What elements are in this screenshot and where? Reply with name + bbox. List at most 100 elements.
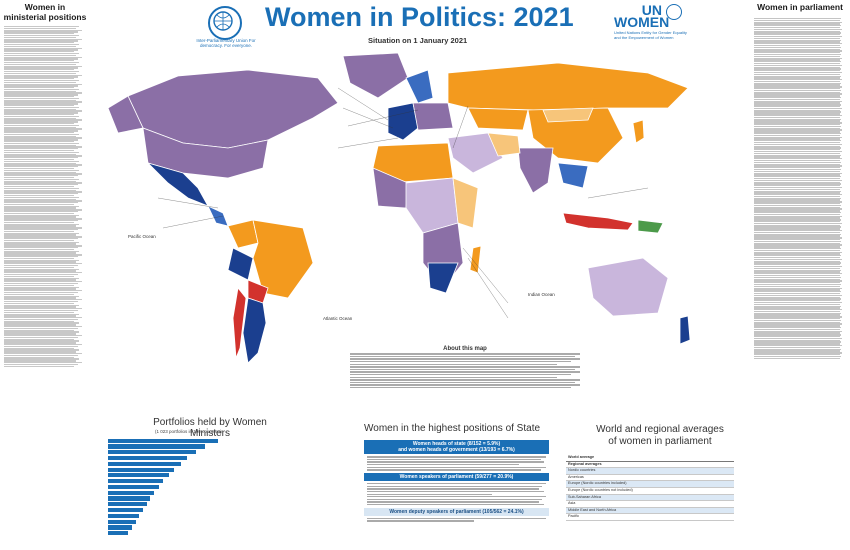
text-line (4, 315, 77, 317)
text-line (754, 221, 840, 223)
text-line (4, 193, 78, 195)
table-row: Pacific (566, 514, 734, 521)
text-line (4, 164, 82, 166)
region-middle-east (447, 132, 504, 174)
text-line (754, 25, 842, 27)
text-line (367, 456, 546, 458)
text-line (754, 208, 843, 210)
text-line (4, 166, 78, 168)
text-line (754, 138, 841, 140)
text-line (754, 34, 840, 36)
left-panel-title-line2: ministerial positions (3, 12, 87, 22)
text-line (754, 230, 843, 232)
text-line (754, 289, 841, 291)
portfolio-bar (108, 455, 188, 461)
text-line (4, 72, 77, 75)
text-line (4, 247, 78, 249)
text-line (754, 258, 843, 261)
text-line (754, 150, 843, 153)
text-line (4, 185, 74, 188)
text-line (4, 320, 74, 322)
text-line (367, 464, 520, 466)
text-line (754, 312, 842, 314)
text-line (4, 114, 74, 116)
text-line (754, 334, 842, 336)
pacific-ocean-label: Pacific Ocean (128, 234, 156, 239)
text-line (754, 62, 840, 65)
left-ministers-panel: Women in ministerial positions (2, 2, 88, 547)
text-line (754, 278, 840, 280)
averages-title-line2: of women in parliament (608, 436, 712, 447)
text-line (4, 214, 80, 216)
text-line (367, 483, 546, 485)
text-line (754, 133, 842, 135)
left-panel-title: Women in ministerial positions (2, 2, 88, 22)
text-line (367, 461, 545, 463)
text-line (754, 319, 842, 322)
portfolio-bar (108, 507, 144, 513)
text-line (4, 333, 77, 335)
text-line (4, 67, 78, 69)
text-line (4, 347, 74, 349)
text-line (754, 354, 841, 356)
portfolio-bar (108, 496, 150, 501)
portfolio-bar (108, 519, 136, 524)
portfolio-bar (108, 490, 155, 495)
text-line (4, 360, 77, 362)
text-line (4, 194, 74, 197)
text-line (754, 84, 840, 86)
text-line (367, 458, 541, 461)
text-line (367, 517, 546, 520)
heads-text (364, 454, 549, 473)
text-line (4, 92, 82, 94)
text-line (754, 262, 842, 264)
text-line (754, 30, 841, 32)
text-line (754, 23, 841, 25)
text-line (4, 90, 77, 92)
portfolio-bar (108, 461, 181, 466)
text-line (4, 356, 74, 358)
text-line (4, 236, 82, 238)
text-line (4, 218, 82, 220)
text-line (754, 210, 841, 212)
text-line (4, 345, 78, 348)
text-line (754, 68, 842, 70)
text-line (4, 110, 82, 112)
text-line (4, 112, 78, 114)
text-line (4, 257, 74, 260)
averages-title-line1: World and regional averages (596, 424, 724, 435)
region-southeast-asia (557, 162, 589, 189)
portfolio-bar (108, 473, 169, 478)
table-row: Europe (Nordic countries included) (566, 481, 734, 488)
text-line (754, 269, 842, 271)
text-line (4, 211, 78, 213)
portfolios-subtitle: (1 023 portfolios in 190 countries) (155, 429, 222, 434)
indian-ocean-label: Indian Ocean (528, 292, 555, 297)
text-line (4, 353, 82, 355)
text-line (754, 346, 841, 349)
text-line (4, 212, 74, 215)
text-line (4, 354, 78, 357)
text-line (754, 199, 840, 201)
text-line (754, 37, 841, 40)
text-line (4, 42, 74, 44)
text-line (4, 299, 82, 301)
text-line (350, 355, 576, 358)
left-panel-rows (2, 26, 88, 367)
text-line (4, 126, 77, 128)
text-line (4, 241, 80, 243)
text-line (754, 127, 840, 129)
text-line (4, 29, 82, 31)
text-line (4, 153, 77, 155)
text-line (754, 88, 841, 90)
text-line (4, 200, 82, 202)
about-text (350, 353, 580, 389)
portfolio-bars (108, 437, 218, 537)
region-scandinavia (405, 69, 434, 104)
text-line (754, 256, 840, 259)
region-iran (487, 132, 521, 157)
text-line (4, 33, 74, 35)
portfolio-bar (108, 531, 128, 536)
text-line (754, 309, 843, 311)
text-line (754, 300, 840, 302)
